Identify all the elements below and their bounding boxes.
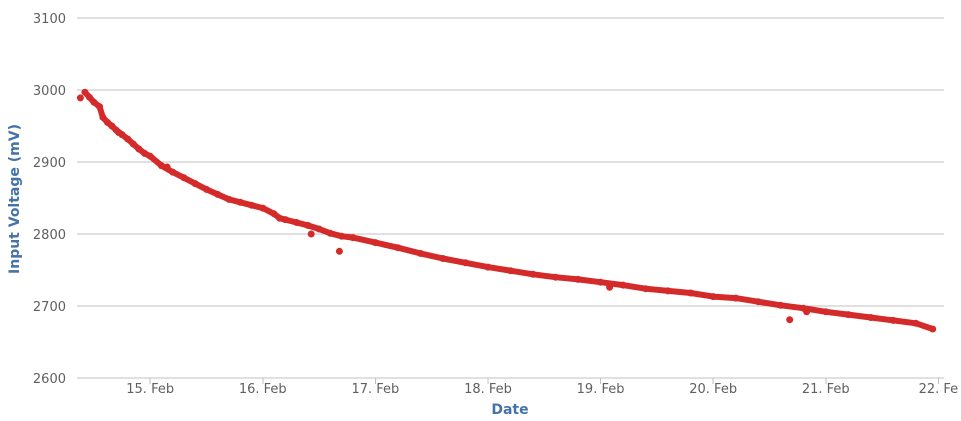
data-point[interactable] xyxy=(236,198,244,206)
data-point[interactable] xyxy=(507,267,514,275)
data-point[interactable] xyxy=(664,287,672,295)
data-point[interactable] xyxy=(281,216,289,224)
outlier-point[interactable] xyxy=(76,94,84,102)
x-axis-tick-labels: 15. Feb 16. Feb 17. Feb 18. Feb 19. Feb 20. F… xyxy=(126,382,958,397)
data-point[interactable] xyxy=(889,316,897,324)
data-point[interactable] xyxy=(276,214,284,222)
data-point[interactable] xyxy=(191,180,199,188)
data-point[interactable] xyxy=(929,325,937,333)
x-tick-label: 17. Feb xyxy=(351,382,399,397)
data-point[interactable] xyxy=(203,185,210,193)
data-point[interactable] xyxy=(141,149,149,157)
data-point[interactable] xyxy=(270,210,278,218)
series-line xyxy=(81,89,936,332)
data-point[interactable] xyxy=(124,135,132,143)
data-point[interactable] xyxy=(439,255,447,262)
outlier-point[interactable] xyxy=(606,283,614,291)
data-point[interactable] xyxy=(315,225,323,233)
data-point[interactable] xyxy=(135,145,143,153)
x-tick-label: 18. Feb xyxy=(464,382,512,397)
data-point[interactable] xyxy=(687,289,695,297)
data-point[interactable] xyxy=(619,281,627,289)
data-point[interactable] xyxy=(129,140,137,148)
data-point[interactable] xyxy=(462,259,469,267)
data-point[interactable] xyxy=(574,275,582,283)
y-tick-label: 2700 xyxy=(33,300,66,315)
data-point[interactable] xyxy=(248,201,255,209)
data-point[interactable] xyxy=(844,311,852,319)
data-point[interactable] xyxy=(169,168,177,176)
y-tick-label: 3100 xyxy=(33,12,66,27)
data-point[interactable] xyxy=(709,293,717,301)
data-point[interactable] xyxy=(597,278,605,286)
data-point[interactable] xyxy=(259,204,267,212)
data-point[interactable] xyxy=(394,244,402,252)
data-point[interactable] xyxy=(822,308,830,316)
x-tick-label: 21. Feb xyxy=(802,382,850,397)
y-tick-label: 2900 xyxy=(33,156,66,171)
outlier-point[interactable] xyxy=(803,308,811,316)
data-point[interactable] xyxy=(416,249,424,257)
data-point[interactable] xyxy=(349,234,357,242)
data-point[interactable] xyxy=(108,122,116,130)
x-axis-title: Date xyxy=(491,402,528,418)
y-tick-label: 3000 xyxy=(33,84,66,99)
data-point[interactable] xyxy=(146,152,154,160)
data-point[interactable] xyxy=(777,301,785,309)
x-tick-label: 15. Feb xyxy=(126,382,174,397)
data-point[interactable] xyxy=(90,98,98,106)
data-point[interactable] xyxy=(326,229,334,237)
outlier-point[interactable] xyxy=(335,247,343,255)
data-point[interactable] xyxy=(732,294,740,302)
y-tick-label: 2600 xyxy=(33,372,66,387)
data-point[interactable] xyxy=(225,195,233,203)
data-point[interactable] xyxy=(157,162,165,170)
y-axis-tick-labels: 2600 2700 2800 2900 3000 3100 xyxy=(33,12,66,387)
data-point[interactable] xyxy=(180,174,188,182)
outlier-point[interactable] xyxy=(307,230,315,238)
x-tick-label: 16. Feb xyxy=(239,382,287,397)
series-group xyxy=(76,88,937,333)
outlier-point[interactable] xyxy=(786,316,794,324)
x-axis-tick-marks xyxy=(149,378,939,384)
data-point[interactable] xyxy=(371,239,379,247)
data-point[interactable] xyxy=(293,219,301,226)
x-tick-label: 19. Feb xyxy=(577,382,625,397)
outlier-point[interactable] xyxy=(163,163,171,171)
data-point[interactable] xyxy=(96,103,103,111)
data-point[interactable] xyxy=(85,93,93,101)
data-point[interactable] xyxy=(529,270,537,278)
y-tick-label: 2800 xyxy=(33,228,66,243)
data-point[interactable] xyxy=(81,88,89,96)
outlier-point[interactable] xyxy=(115,129,123,136)
data-point[interactable] xyxy=(304,221,312,229)
grid-lines xyxy=(77,17,944,379)
data-point[interactable] xyxy=(754,298,762,306)
data-point[interactable] xyxy=(484,263,492,271)
data-point[interactable] xyxy=(912,319,920,327)
outlier-points xyxy=(76,94,811,324)
data-point[interactable] xyxy=(214,190,222,198)
data-point[interactable] xyxy=(99,113,107,121)
data-point[interactable] xyxy=(642,285,650,293)
x-tick-label: 20. Feb xyxy=(689,382,737,397)
data-point[interactable] xyxy=(338,232,346,240)
series-input-voltage xyxy=(81,88,937,333)
data-point[interactable] xyxy=(552,273,559,281)
data-point[interactable] xyxy=(867,314,875,321)
y-axis-title: Input Voltage (mV) xyxy=(7,124,23,274)
x-tick-label: 22. Fe xyxy=(919,382,959,397)
